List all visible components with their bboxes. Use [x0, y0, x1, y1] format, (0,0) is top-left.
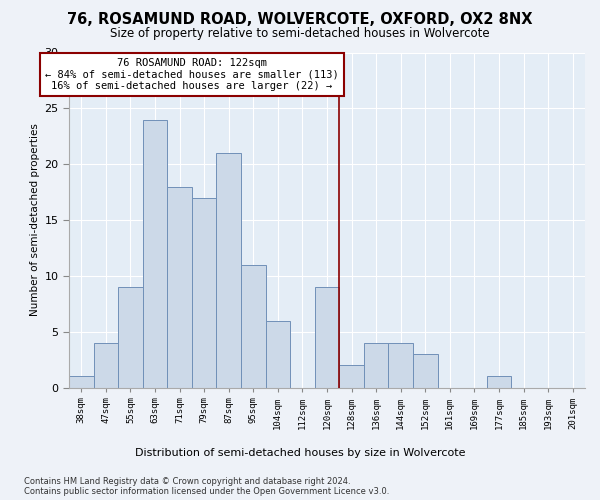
Bar	[241, 264, 266, 388]
Bar	[266, 320, 290, 388]
Text: Size of property relative to semi-detached houses in Wolvercote: Size of property relative to semi-detach…	[110, 28, 490, 40]
Bar	[339, 365, 364, 388]
Bar	[364, 343, 388, 388]
Y-axis label: Number of semi-detached properties: Number of semi-detached properties	[30, 124, 40, 316]
Text: Contains public sector information licensed under the Open Government Licence v3: Contains public sector information licen…	[24, 488, 389, 496]
Text: 76, ROSAMUND ROAD, WOLVERCOTE, OXFORD, OX2 8NX: 76, ROSAMUND ROAD, WOLVERCOTE, OXFORD, O…	[67, 12, 533, 28]
Bar	[413, 354, 437, 388]
Bar	[94, 343, 118, 388]
Bar	[388, 343, 413, 388]
Bar	[69, 376, 94, 388]
Bar	[167, 186, 192, 388]
Bar	[192, 198, 217, 388]
Text: Contains HM Land Registry data © Crown copyright and database right 2024.: Contains HM Land Registry data © Crown c…	[24, 478, 350, 486]
Bar	[487, 376, 511, 388]
Text: Distribution of semi-detached houses by size in Wolvercote: Distribution of semi-detached houses by …	[135, 448, 465, 458]
Bar	[315, 287, 339, 388]
Bar	[217, 153, 241, 388]
Text: 76 ROSAMUND ROAD: 122sqm
← 84% of semi-detached houses are smaller (113)
16% of : 76 ROSAMUND ROAD: 122sqm ← 84% of semi-d…	[45, 58, 339, 92]
Bar	[143, 120, 167, 388]
Bar	[118, 287, 143, 388]
